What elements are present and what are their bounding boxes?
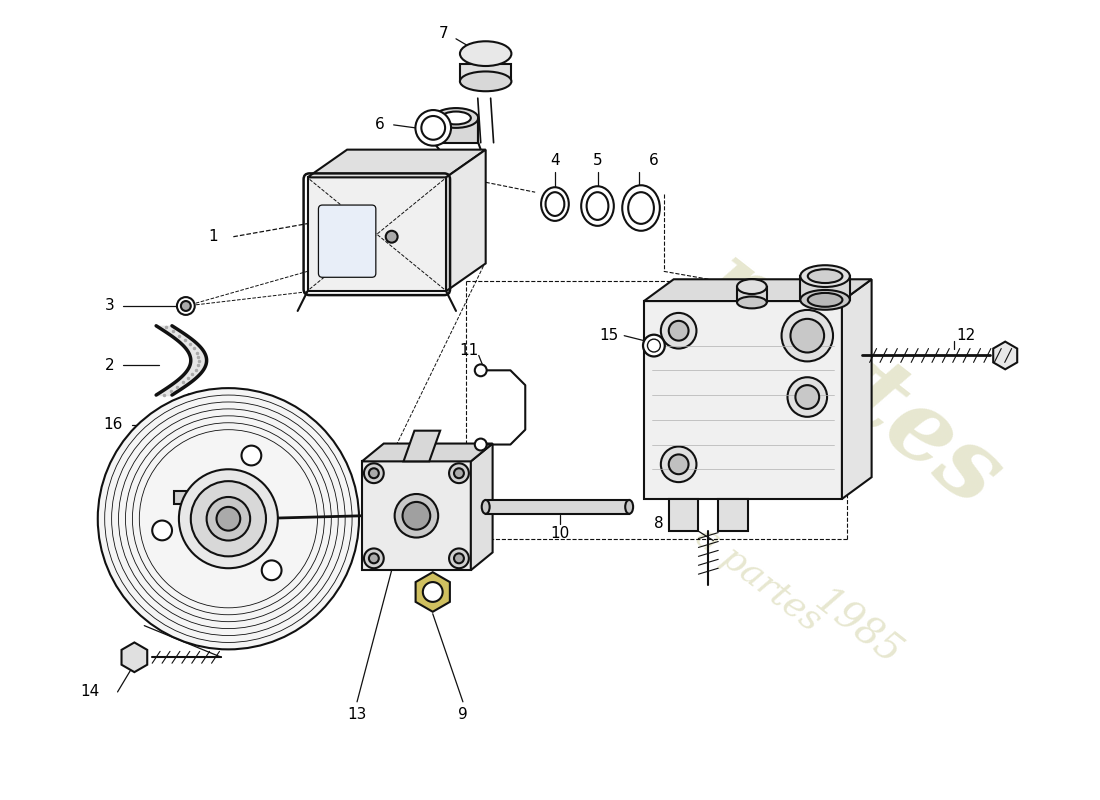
Ellipse shape: [541, 187, 569, 221]
Polygon shape: [416, 572, 450, 612]
Text: 3: 3: [104, 298, 114, 314]
Circle shape: [152, 521, 172, 540]
Polygon shape: [121, 642, 147, 672]
Text: 6: 6: [375, 118, 385, 132]
Polygon shape: [362, 462, 471, 570]
Text: 4: 4: [550, 153, 560, 168]
Polygon shape: [447, 150, 486, 291]
Polygon shape: [471, 443, 493, 570]
Circle shape: [475, 438, 486, 450]
Ellipse shape: [180, 301, 190, 311]
Polygon shape: [993, 342, 1018, 370]
Circle shape: [386, 230, 397, 242]
Ellipse shape: [416, 110, 451, 146]
Polygon shape: [644, 279, 871, 301]
Polygon shape: [460, 63, 512, 82]
Ellipse shape: [623, 186, 660, 230]
Polygon shape: [669, 499, 698, 530]
Polygon shape: [433, 118, 478, 142]
Circle shape: [782, 310, 833, 362]
Ellipse shape: [441, 111, 471, 125]
Ellipse shape: [644, 334, 664, 357]
Text: 6: 6: [649, 153, 659, 168]
Ellipse shape: [801, 266, 850, 287]
Polygon shape: [801, 276, 850, 300]
Text: 1985: 1985: [806, 582, 907, 673]
Polygon shape: [644, 301, 842, 499]
Polygon shape: [737, 286, 767, 302]
Circle shape: [207, 497, 250, 541]
Ellipse shape: [737, 297, 767, 308]
Ellipse shape: [546, 192, 564, 216]
Circle shape: [791, 319, 824, 353]
Circle shape: [262, 561, 282, 580]
Polygon shape: [174, 491, 189, 504]
Polygon shape: [404, 430, 440, 462]
Polygon shape: [842, 279, 871, 499]
Ellipse shape: [581, 186, 614, 226]
Text: partes: partes: [683, 234, 1021, 527]
Text: 2: 2: [104, 358, 114, 373]
Polygon shape: [718, 499, 748, 530]
Circle shape: [795, 385, 820, 409]
Circle shape: [98, 388, 359, 650]
Circle shape: [403, 502, 430, 530]
Polygon shape: [362, 443, 493, 462]
Ellipse shape: [421, 116, 446, 140]
Circle shape: [190, 481, 266, 556]
Circle shape: [368, 554, 378, 563]
Circle shape: [179, 470, 278, 568]
Circle shape: [475, 364, 486, 376]
Text: 15: 15: [600, 328, 619, 343]
Circle shape: [395, 494, 438, 538]
Circle shape: [669, 321, 689, 341]
Circle shape: [454, 554, 464, 563]
Circle shape: [217, 507, 240, 530]
Ellipse shape: [586, 192, 608, 220]
Ellipse shape: [460, 42, 512, 66]
Circle shape: [449, 463, 469, 483]
Text: 13: 13: [348, 707, 366, 722]
Ellipse shape: [628, 192, 653, 224]
Ellipse shape: [807, 293, 843, 306]
Text: a partes: a partes: [689, 518, 827, 638]
Circle shape: [661, 313, 696, 349]
Text: 16: 16: [103, 418, 122, 432]
Ellipse shape: [807, 269, 843, 283]
Text: 5: 5: [593, 153, 603, 168]
Polygon shape: [486, 500, 629, 514]
Circle shape: [788, 378, 827, 417]
Text: 11: 11: [459, 343, 478, 358]
Text: 1: 1: [209, 230, 219, 244]
Ellipse shape: [625, 500, 634, 514]
Ellipse shape: [433, 108, 478, 128]
Polygon shape: [308, 178, 447, 291]
Ellipse shape: [460, 71, 512, 91]
Circle shape: [454, 468, 464, 478]
Circle shape: [422, 582, 442, 602]
Circle shape: [364, 549, 384, 568]
Ellipse shape: [482, 500, 490, 514]
Text: 9: 9: [458, 707, 468, 722]
Ellipse shape: [737, 279, 767, 294]
Text: 10: 10: [550, 526, 570, 541]
Text: 8: 8: [654, 516, 663, 531]
Circle shape: [661, 446, 696, 482]
Circle shape: [449, 549, 469, 568]
Ellipse shape: [648, 339, 660, 352]
Text: 7: 7: [438, 26, 448, 42]
Circle shape: [242, 446, 262, 466]
Circle shape: [669, 454, 689, 474]
Polygon shape: [308, 150, 486, 178]
Ellipse shape: [177, 297, 195, 315]
Circle shape: [364, 463, 384, 483]
FancyBboxPatch shape: [318, 205, 376, 278]
Circle shape: [368, 468, 378, 478]
Text: 14: 14: [80, 685, 99, 699]
Text: 12: 12: [956, 328, 976, 343]
Ellipse shape: [801, 290, 850, 310]
